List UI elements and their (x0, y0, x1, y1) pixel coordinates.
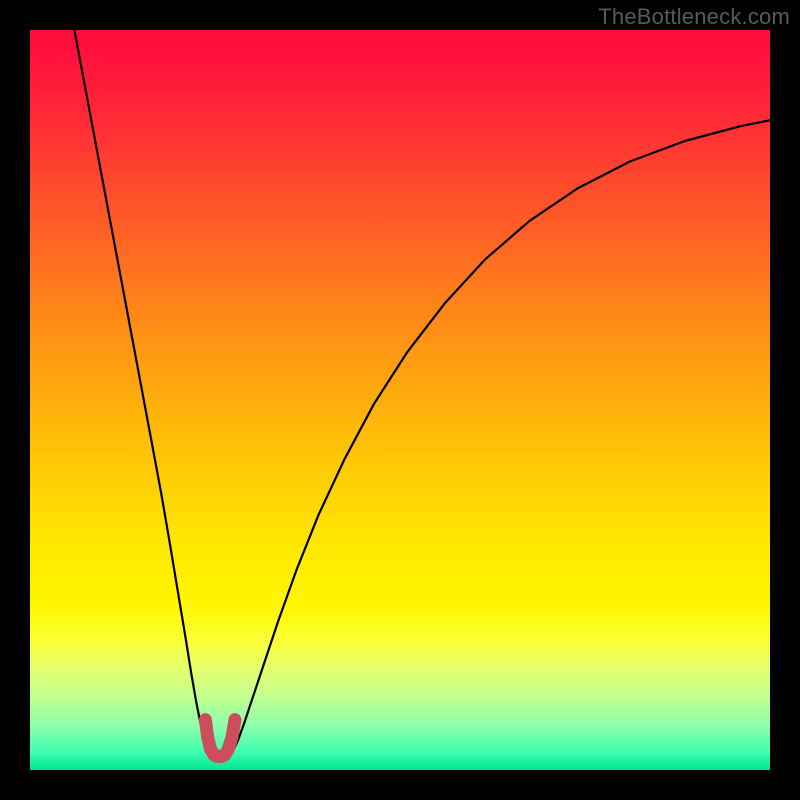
watermark-label: TheBottleneck.com (598, 4, 790, 30)
chart-plot-area (30, 30, 770, 770)
bottleneck-chart-svg (0, 0, 800, 800)
chart-container: TheBottleneck.com (0, 0, 800, 800)
